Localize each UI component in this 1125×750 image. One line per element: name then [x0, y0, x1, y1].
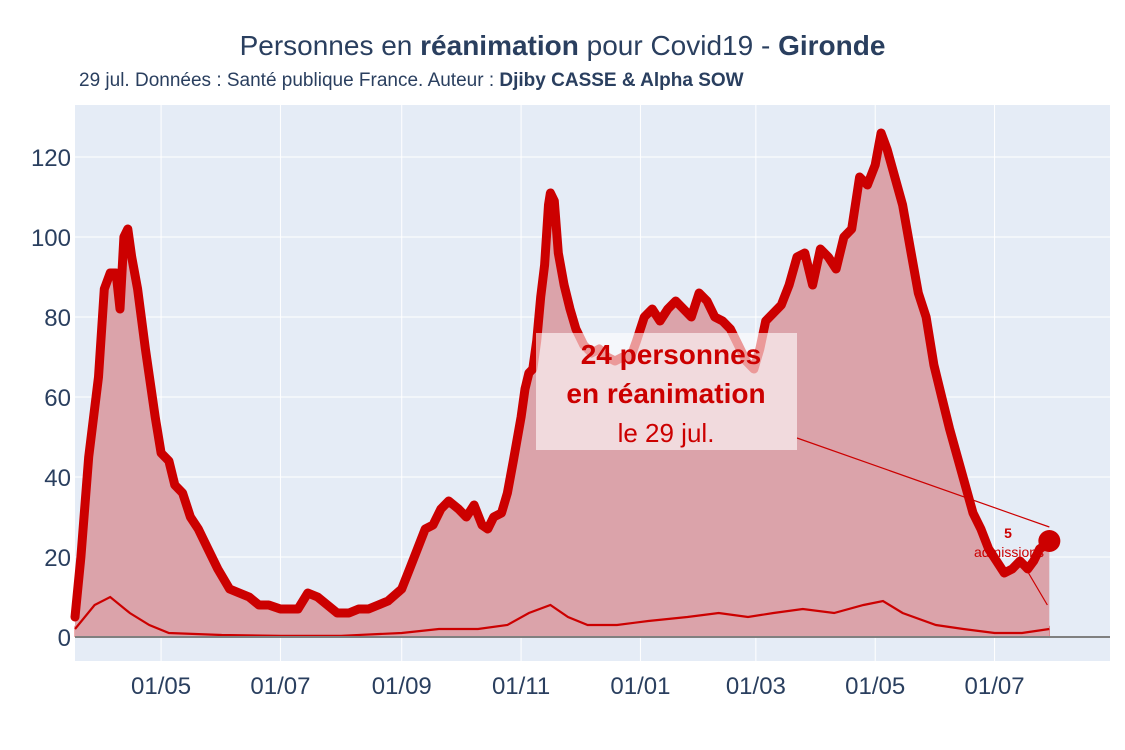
admissions-label: admissions — [974, 544, 1044, 560]
x-tick-label: 01/01 — [610, 673, 670, 700]
x-tick-label: 01/05 — [845, 673, 905, 700]
subtitle-authors: Djiby CASSE & Alpha SOW — [499, 70, 744, 91]
y-tick-label: 100 — [31, 225, 71, 252]
x-tick-label: 01/11 — [492, 673, 550, 700]
x-tick-label: 01/05 — [131, 673, 191, 700]
y-tick-label: 0 — [58, 625, 71, 652]
last-value-marker — [1038, 530, 1061, 552]
y-tick-label: 20 — [44, 545, 71, 572]
y-axis-ticks: 0 20 40 60 80 100 120 — [31, 145, 71, 652]
admissions-line — [74, 595, 1050, 637]
title-bold-1: réanimation — [420, 30, 579, 61]
x-tick-label: 01/03 — [726, 673, 786, 700]
annotation-line3: le 29 jul. — [618, 418, 715, 448]
annotation-line2: en réanimation — [566, 378, 765, 409]
chart-subtitle: 29 jul. Données : Santé publique France.… — [79, 70, 744, 92]
x-tick-label: 01/07 — [965, 673, 1025, 700]
x-axis-ticks: 01/05 01/07 01/09 01/11 01/01 01/03 01/05 01/07 — [131, 673, 1025, 700]
annotation-line1: 24 personnes — [581, 339, 762, 370]
title-prefix: Personnes en — [239, 30, 421, 61]
x-tick-label: 01/09 — [372, 673, 432, 700]
x-tick-label: 01/07 — [250, 673, 310, 700]
title-bold-2: Gironde — [778, 30, 886, 61]
annotation-arrow — [796, 437, 1050, 528]
annotation-box — [536, 333, 797, 450]
chart-title: Personnes en réanimation pour Covid19 - … — [0, 30, 1125, 62]
reanimation-line — [70, 128, 1054, 622]
y-tick-label: 60 — [44, 385, 71, 412]
admissions-count: 5 — [1004, 525, 1012, 541]
admissions-arrow — [1021, 561, 1048, 606]
y-tick-label: 40 — [44, 465, 71, 492]
y-tick-label: 120 — [31, 145, 71, 172]
subtitle-text: 29 jul. Données : Santé publique France.… — [79, 70, 500, 91]
y-tick-label: 80 — [44, 305, 71, 332]
title-middle: pour Covid19 - — [578, 30, 779, 61]
